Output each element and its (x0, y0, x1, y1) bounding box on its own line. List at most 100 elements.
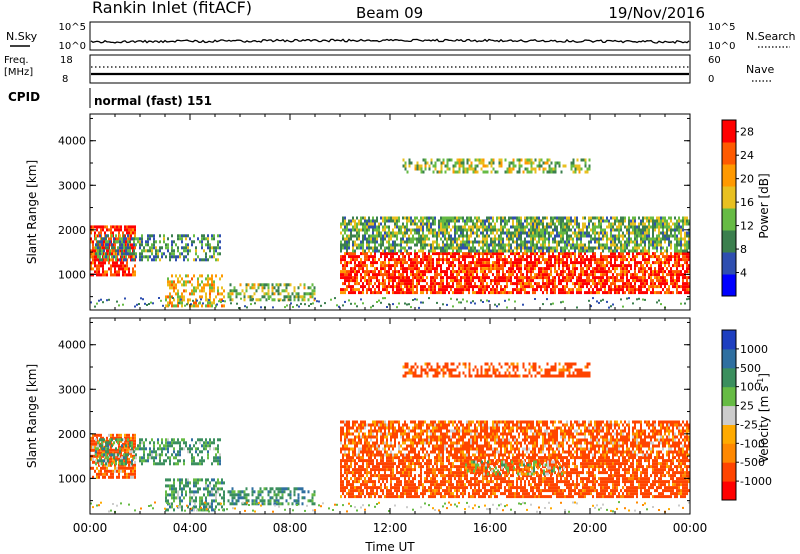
power-cell-4 (356, 270, 358, 274)
power-cell-4 (468, 261, 470, 265)
power-cell-3 (265, 298, 268, 302)
power-cell-6 (528, 170, 531, 174)
power-cell-3 (269, 295, 272, 299)
power-cell-4 (646, 261, 648, 265)
power-cell-5 (646, 225, 648, 229)
power-cell-4 (540, 267, 542, 271)
power-cell-5 (534, 228, 536, 232)
power-cell-6 (416, 164, 419, 168)
power-cell-4 (538, 261, 540, 265)
power-cell-4 (528, 255, 530, 259)
power-cell-4 (566, 261, 568, 265)
power-noise-cell (240, 297, 242, 300)
power-cell-5 (392, 234, 394, 238)
power-cell-1 (107, 243, 109, 247)
power-cell-4 (660, 261, 662, 265)
power-cell-4 (354, 267, 356, 271)
power-cell-4 (422, 258, 424, 262)
power-cell-6 (490, 158, 493, 162)
power-cell-0 (92, 240, 94, 244)
power-cell-4 (388, 291, 390, 295)
power-cell-5 (380, 246, 382, 250)
power-cell-4 (430, 276, 432, 280)
power-cell-2 (211, 304, 213, 308)
power-cell-5 (358, 231, 360, 235)
power-cell-5 (360, 219, 362, 223)
power-cell-5 (342, 219, 344, 223)
power-cell-1 (179, 255, 181, 259)
power-cell-4 (438, 252, 440, 256)
power-cell-4 (348, 270, 350, 274)
power-cell-4 (426, 276, 428, 280)
power-cell-4 (434, 252, 436, 256)
power-cell-4 (670, 282, 672, 286)
power-cell-6 (528, 161, 531, 165)
power-cell-2 (215, 304, 217, 308)
power-cell-5 (602, 237, 604, 241)
power-cell-6 (482, 164, 485, 168)
power-cell-4 (514, 255, 516, 259)
power-cell-4 (520, 267, 522, 271)
power-cell-5 (396, 222, 398, 226)
power-cell-5 (454, 240, 456, 244)
power-cell-5 (534, 216, 536, 220)
power-cell-5 (400, 228, 402, 232)
power-cell-3 (307, 298, 310, 302)
power-cell-4 (504, 273, 506, 277)
power-cell-5 (438, 243, 440, 247)
power-cell-4 (620, 273, 622, 277)
power-cell-5 (454, 225, 456, 229)
power-cell-4 (686, 291, 688, 295)
power-cell-4 (516, 282, 518, 286)
power-cell-0 (116, 273, 118, 277)
power-cell-4 (430, 285, 432, 289)
power-cell-4 (470, 273, 472, 277)
power-cell-5 (384, 237, 386, 241)
power-cell-5 (616, 234, 618, 238)
power-cell-3 (277, 292, 280, 296)
power-cell-5 (560, 225, 562, 229)
power-cell-5 (412, 240, 414, 244)
velocity-cell-0 (98, 451, 100, 455)
power-cell-5 (500, 228, 502, 232)
power-cell-4 (542, 282, 544, 286)
power-cell-4 (682, 264, 684, 268)
power-cell-5 (674, 237, 676, 241)
power-cell-5 (382, 225, 384, 229)
power-cell-5 (394, 246, 396, 250)
power-cell-1 (185, 237, 187, 241)
power-cell-0 (94, 225, 96, 229)
power-cell-5 (628, 234, 630, 238)
power-cell-2 (177, 292, 179, 296)
velocity-cell-0 (92, 439, 94, 443)
power-cell-4 (478, 279, 480, 283)
power-cell-4 (398, 279, 400, 283)
power-cell-4 (378, 282, 380, 286)
power-noise-cell (98, 299, 100, 302)
power-cell-4 (532, 276, 534, 280)
power-cell-4 (600, 252, 602, 256)
power-cell-4 (484, 276, 486, 280)
power-cell-0 (130, 231, 132, 235)
power-cell-4 (392, 255, 394, 259)
power-cell-5 (552, 219, 554, 223)
power-cell-4 (552, 279, 554, 283)
power-cell-5 (544, 246, 546, 250)
power-cell-5 (456, 225, 458, 229)
power-cell-4 (614, 267, 616, 271)
power-cell-4 (494, 267, 496, 271)
power-cell-5 (348, 246, 350, 250)
power-cell-1 (127, 240, 129, 244)
power-cell-6 (458, 167, 461, 171)
power-noise-cell (288, 298, 290, 301)
power-cell-6 (508, 164, 511, 168)
power-cell-4 (408, 282, 410, 286)
power-cell-4 (458, 291, 460, 295)
power-cell-4 (566, 264, 568, 268)
power-cell-6 (512, 158, 515, 162)
power-cell-4 (408, 258, 410, 262)
power-cell-4 (388, 270, 390, 274)
power-cell-6 (532, 161, 535, 165)
power-cell-4 (558, 264, 560, 268)
power-cell-4 (546, 267, 548, 271)
